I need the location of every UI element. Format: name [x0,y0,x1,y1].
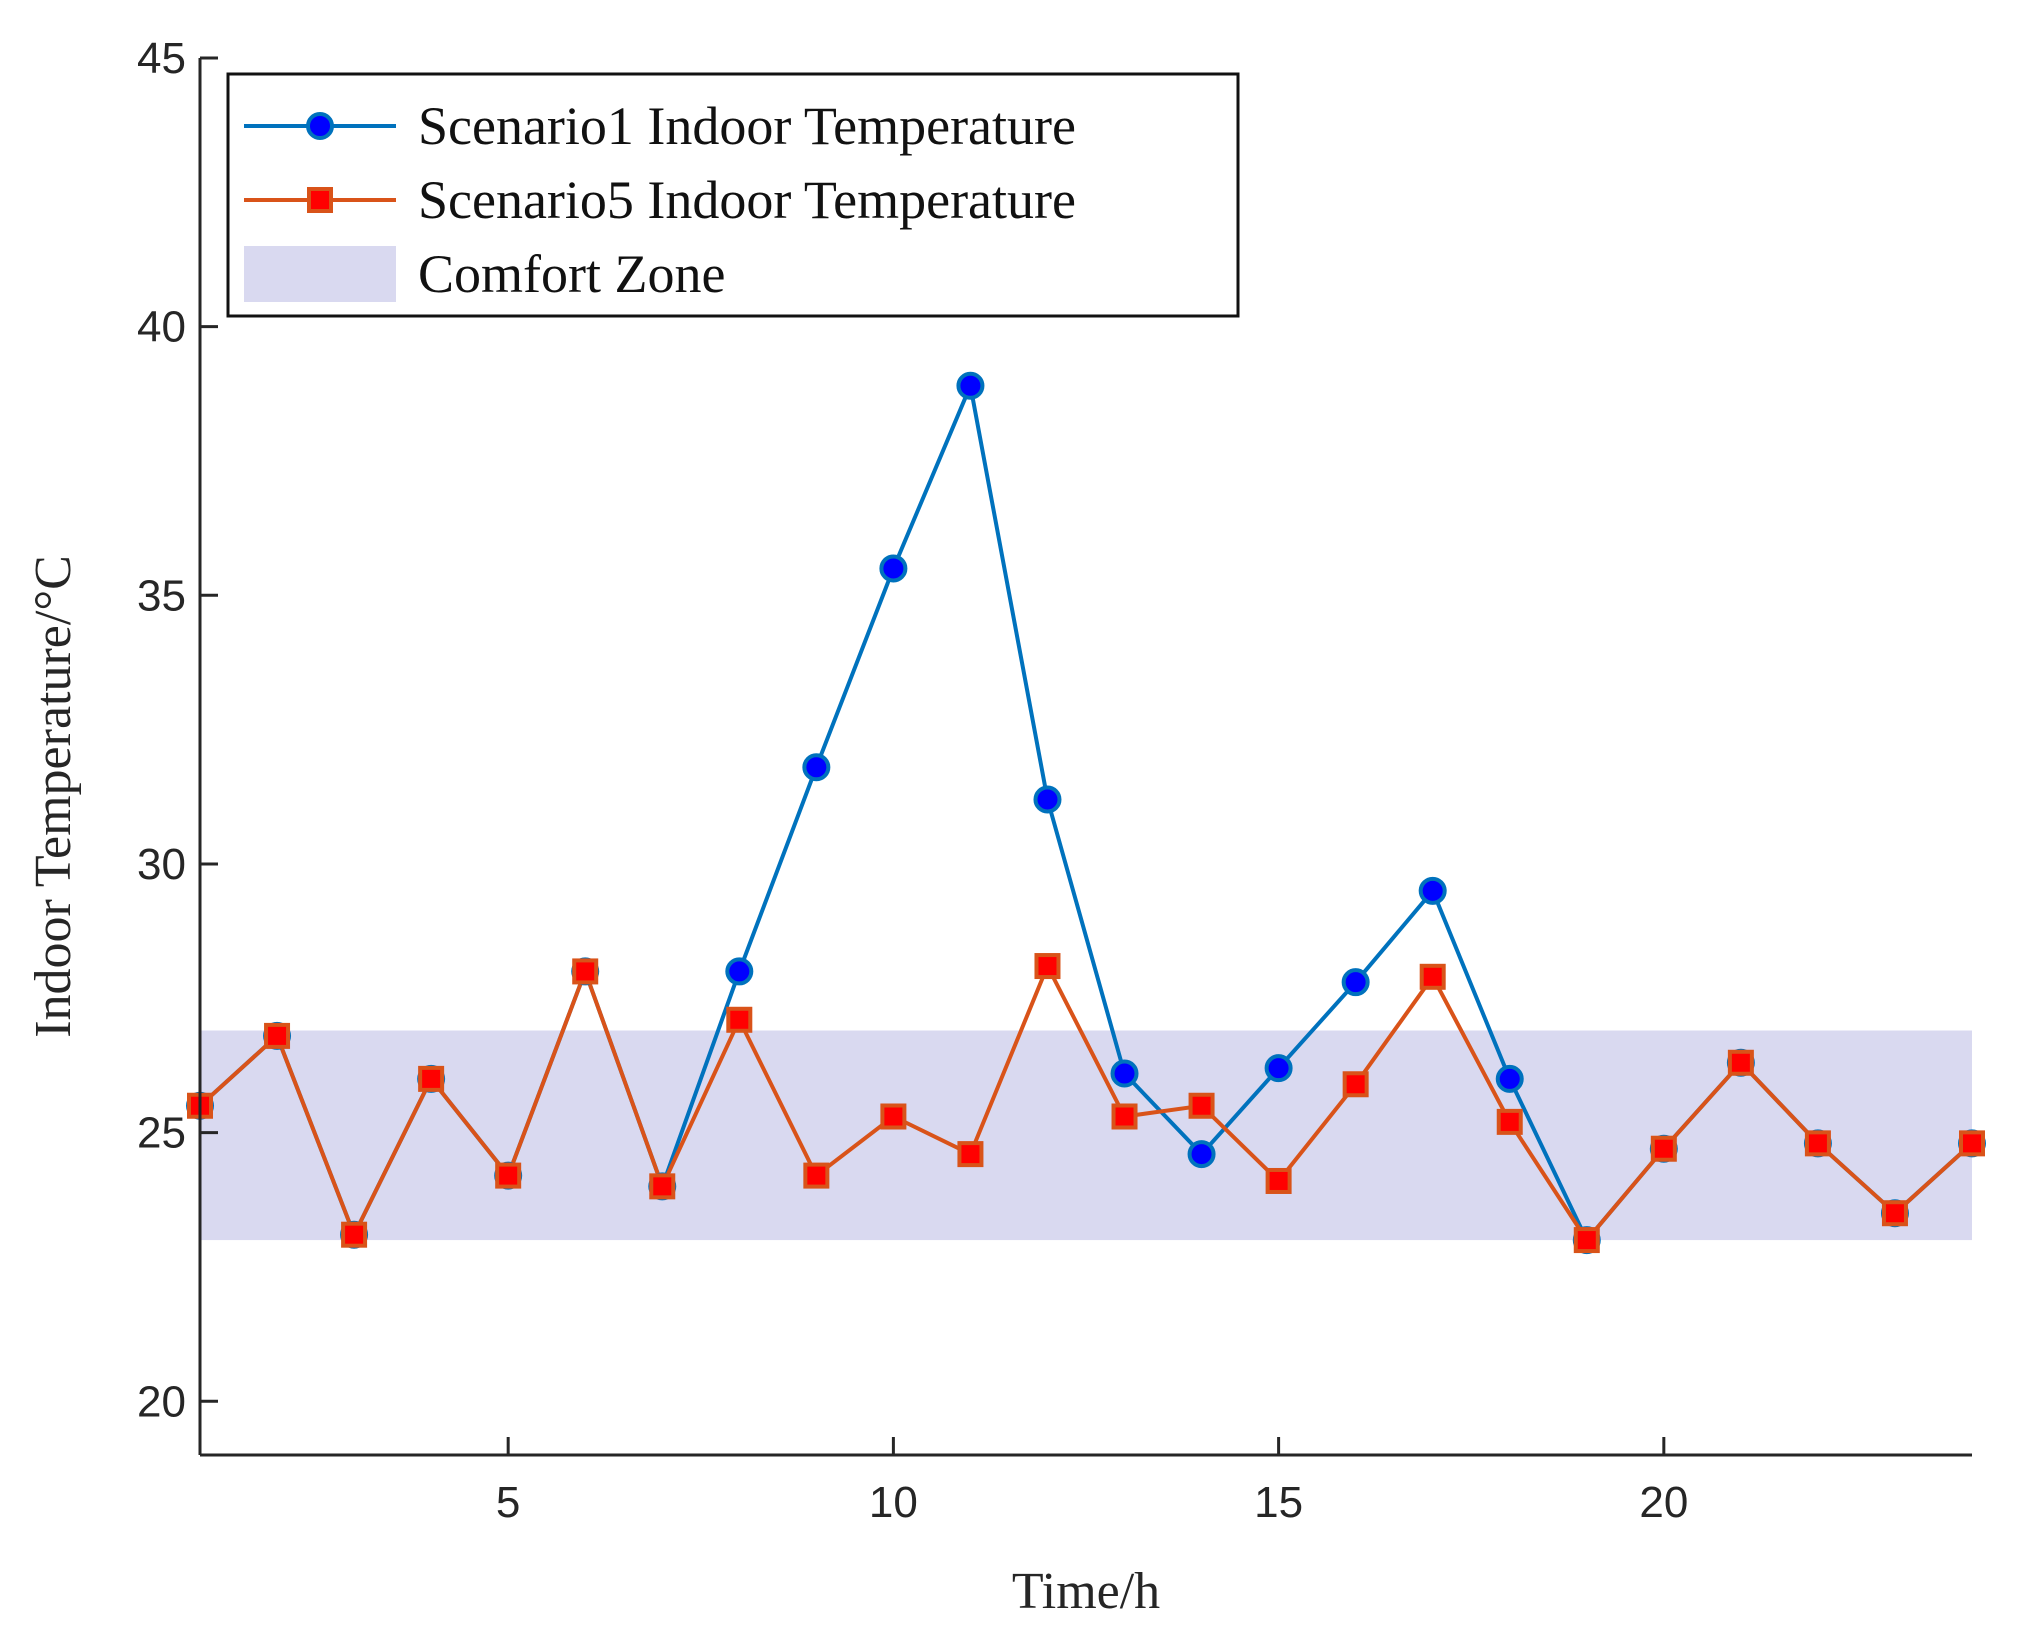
x-tick-label: 15 [1254,1478,1303,1527]
legend-box [226,72,1240,318]
y-tick-label: 25 [137,1109,186,1158]
series-1-point [1418,876,1447,905]
series-1-point [725,957,754,986]
plot-area [186,371,1986,1255]
legend-label-1: Scenario1 Indoor Temperature [418,96,1076,156]
series-2-point [1496,1108,1523,1135]
series-1-point [1187,1140,1216,1169]
legend-marker-1 [306,112,334,140]
series-1-point [1341,968,1370,997]
series-2-point [1342,1071,1369,1098]
x-tick-label: 5 [496,1478,520,1527]
series-2-point [1959,1130,1985,1157]
series-2-point [572,958,599,985]
legend-label-3: Comfort Zone [418,244,725,304]
series-2-point [1111,1103,1138,1130]
series-2-point [803,1162,830,1189]
series-2-point [341,1221,368,1248]
axes: 20 25 30 35 40 45 5 10 15 20 Time/h Indoor Temperat… [25,34,1972,1620]
series-2-point [726,1006,753,1033]
series-2-point [418,1065,445,1092]
series-2-point [1419,963,1446,990]
legend: Scenario1 Indoor Temperature Scenario5 In… [226,72,1240,318]
series-1-point [1033,785,1062,814]
legend-band-swatch [244,246,396,302]
series-2-point [1034,953,1061,980]
series-1-point [1264,1054,1293,1083]
series-line-2 [198,964,1974,1243]
series-2-point [1650,1135,1677,1162]
x-axis-label: Time/h [1012,1563,1160,1620]
y-tick-label: 35 [137,571,186,620]
x-tick-label: 10 [869,1478,918,1527]
series-1-point [1495,1064,1524,1093]
series-2-point [1727,1049,1754,1076]
legend-label-2: Scenario5 Indoor Temperature [418,170,1076,230]
y-tick-label: 20 [137,1377,186,1426]
series-2-point [1804,1130,1831,1157]
series-1-point [956,371,985,400]
x-tick-label: 20 [1639,1478,1688,1527]
series-2-point [495,1162,522,1189]
y-tick-label: 40 [137,303,186,352]
y-axis-label: Indoor Temperature/°C [25,555,82,1038]
y-tick-label: 30 [137,840,186,889]
series-2-point [649,1173,676,1200]
series-2-point [1188,1092,1215,1119]
series-2-point [1265,1167,1292,1194]
series-2-point [264,1022,291,1049]
y-tick-label: 45 [137,34,186,83]
legend-marker-2 [307,187,333,213]
series-2-point [1573,1227,1600,1254]
series-2-point [880,1103,907,1130]
series-1-point [879,554,908,583]
series-1-point [802,753,831,782]
comfort-zone-band [200,1030,1972,1241]
series-2-point [957,1141,984,1168]
series-2-point [1881,1200,1908,1227]
series-1-point [1110,1059,1139,1088]
